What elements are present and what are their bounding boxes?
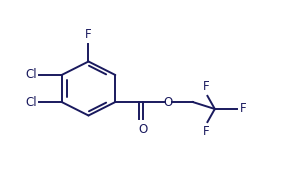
Text: F: F [85,28,92,41]
Text: Cl: Cl [26,68,38,81]
Text: F: F [203,125,209,138]
Text: F: F [203,80,209,93]
Text: Cl: Cl [26,96,38,109]
Text: F: F [240,102,246,115]
Text: O: O [139,123,148,136]
Text: O: O [164,96,173,109]
